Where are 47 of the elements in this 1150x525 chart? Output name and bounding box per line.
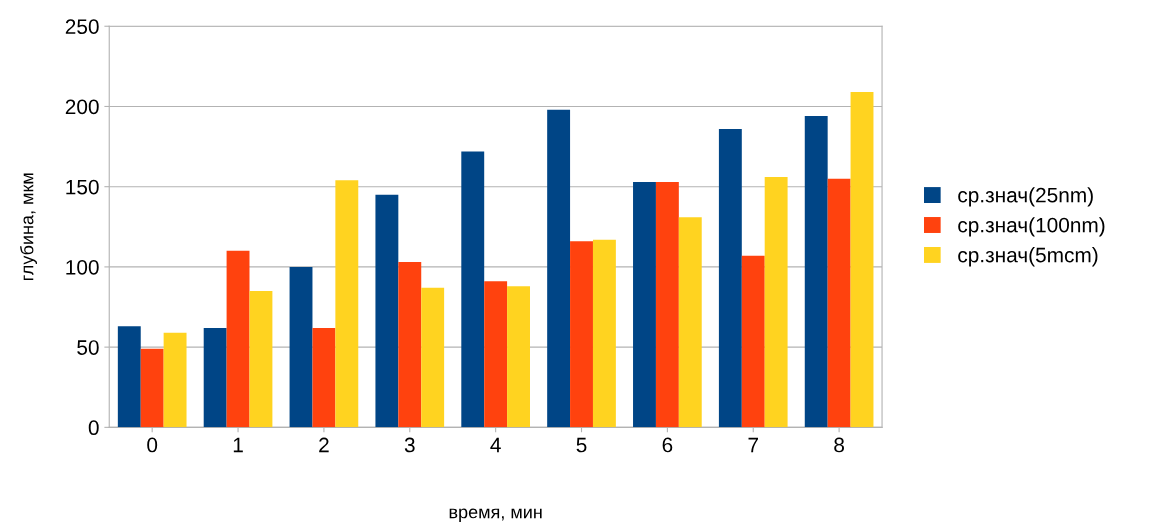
bar	[226, 250, 250, 428]
bar	[827, 178, 851, 428]
bar	[850, 92, 874, 428]
x-tick-label: 2	[319, 437, 329, 453]
x-tick-label: 3	[404, 437, 415, 453]
y-axis-title: глубина, мкм	[20, 173, 37, 281]
bar	[163, 332, 187, 428]
bar	[570, 241, 593, 428]
x-tick-label: 8	[834, 437, 844, 453]
bar	[375, 194, 399, 428]
bar	[484, 281, 508, 428]
bar	[507, 286, 530, 428]
bar	[655, 181, 679, 428]
bar	[547, 109, 571, 428]
legend-label: ср.знач(5mcm)	[958, 247, 1098, 267]
bar	[718, 128, 742, 428]
bar	[289, 266, 313, 428]
y-tick-label: 100	[66, 259, 99, 275]
legend-label: ср.знач(25nm)	[958, 187, 1093, 207]
y-tick-label: 200	[65, 99, 99, 115]
bar	[335, 180, 359, 428]
bar	[140, 348, 164, 428]
bar	[117, 326, 141, 428]
bar	[764, 177, 788, 428]
bar	[592, 239, 616, 428]
x-tick-label: 7	[748, 437, 758, 453]
bar	[461, 151, 485, 428]
x-axis-title: время, мин	[449, 508, 542, 522]
y-tick-label: 0	[88, 420, 99, 436]
y-tick-label: 250	[65, 19, 99, 34]
bar	[312, 327, 336, 428]
x-tick-label: 6	[662, 437, 673, 453]
legend-label: ср.знач(100nm)	[958, 217, 1105, 237]
x-tick-label: 5	[576, 437, 587, 453]
bar	[678, 217, 702, 428]
bar	[633, 181, 656, 428]
x-tick-label: 0	[147, 437, 158, 453]
bar	[203, 327, 227, 428]
y-tick-label: 50	[77, 340, 99, 355]
bar	[249, 290, 273, 428]
x-tick-label: 1	[233, 437, 243, 453]
bar	[421, 287, 445, 428]
bar	[804, 116, 828, 428]
x-tick-label: 4	[490, 437, 501, 453]
bar	[398, 262, 422, 428]
bar	[741, 255, 765, 428]
y-tick-label: 150	[66, 179, 99, 195]
